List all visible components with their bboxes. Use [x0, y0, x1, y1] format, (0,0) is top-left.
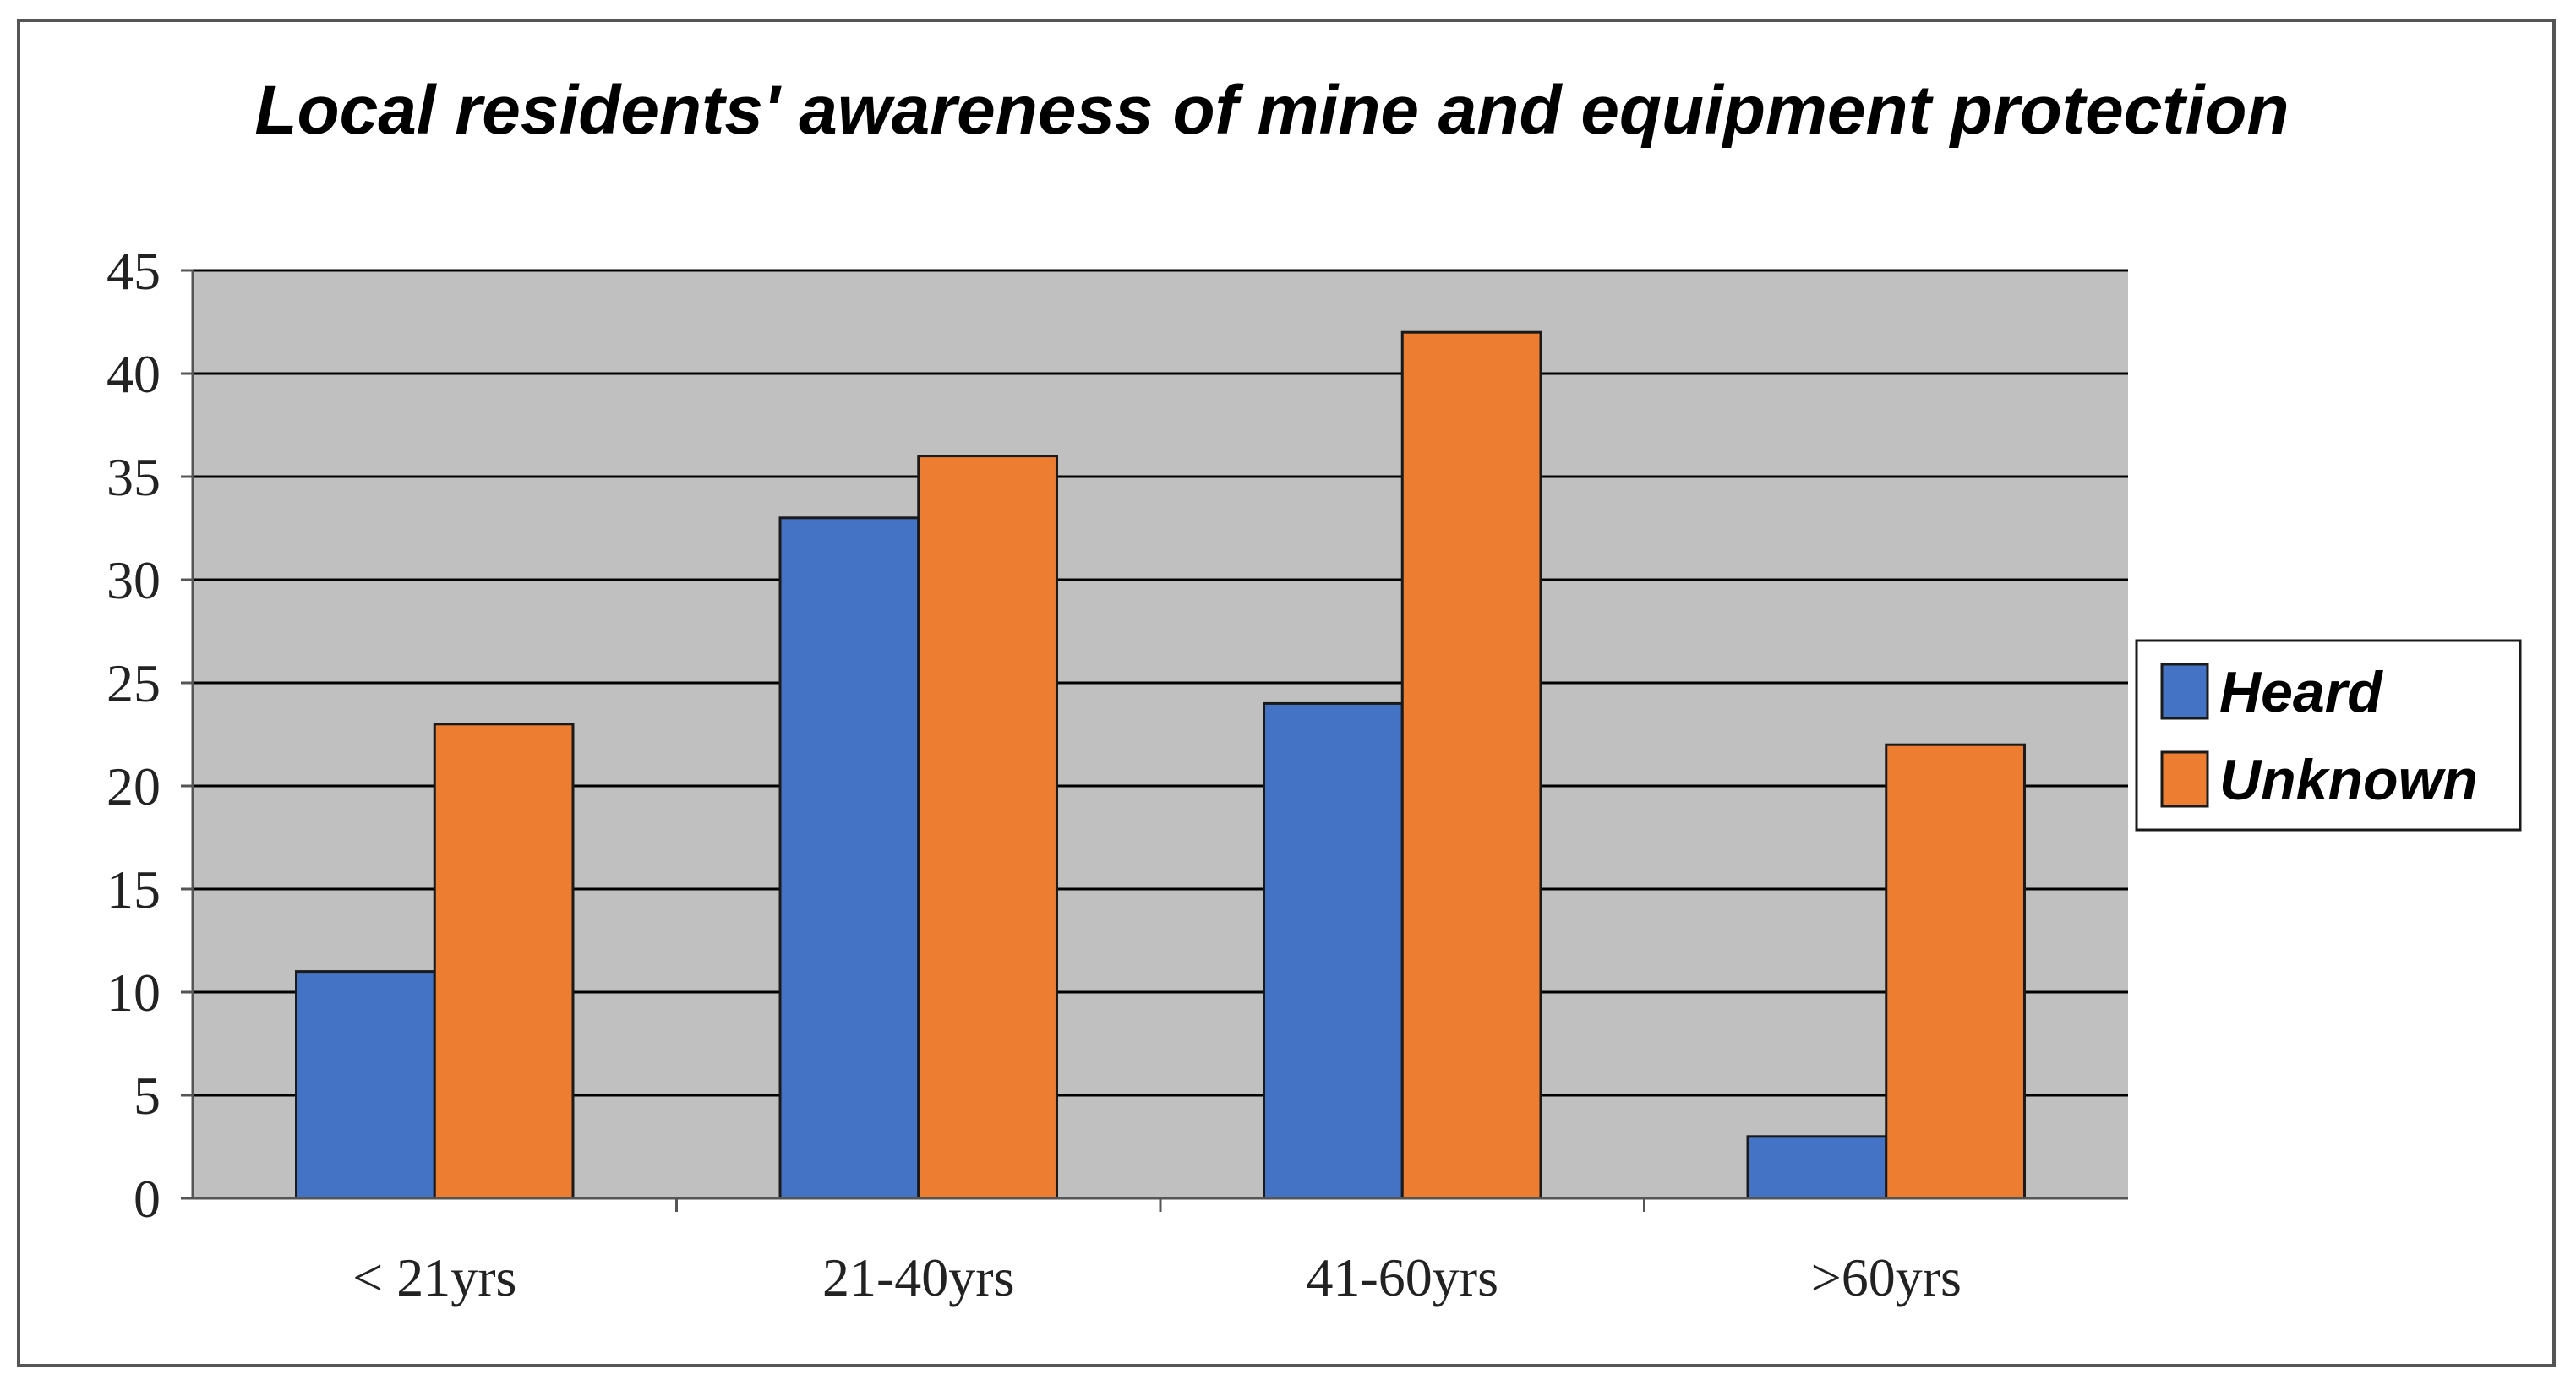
y-tick-label: 35 — [106, 447, 161, 507]
bar-heard-0 — [295, 970, 436, 1200]
y-tick-label: 10 — [106, 963, 161, 1023]
legend-label-heard: Heard — [2219, 660, 2383, 724]
x-tick-label: >60yrs — [1811, 1247, 1962, 1307]
y-tick-label: 25 — [106, 653, 161, 713]
y-tick-label: 20 — [106, 756, 161, 816]
y-tick-label: 45 — [106, 241, 161, 301]
x-tick-label: 41-60yrs — [1306, 1247, 1498, 1307]
y-tick-label: 0 — [134, 1169, 161, 1229]
y-tick-label: 5 — [134, 1066, 161, 1126]
bar-unknown-3 — [1885, 743, 2026, 1200]
x-tick-label: < 21yrs — [352, 1247, 516, 1307]
bar-unknown-0 — [433, 723, 575, 1200]
y-tick-label: 40 — [106, 344, 161, 404]
legend-label-unknown: Unknown — [2219, 748, 2478, 812]
bar-heard-2 — [1263, 701, 1404, 1200]
bar-heard-3 — [1746, 1135, 1888, 1200]
y-tick-label: 15 — [106, 859, 161, 919]
legend-swatch-unknown — [2160, 750, 2209, 808]
y-tick-label: 30 — [106, 550, 161, 610]
chart-title: Local residents' awareness of mine and e… — [254, 72, 2289, 149]
bar-unknown-2 — [1400, 330, 1542, 1200]
bar-heard-1 — [778, 516, 920, 1200]
legend-swatch-heard — [2160, 663, 2209, 720]
bar-unknown-1 — [917, 455, 1058, 1200]
x-tick-label: 21-40yrs — [822, 1247, 1015, 1307]
